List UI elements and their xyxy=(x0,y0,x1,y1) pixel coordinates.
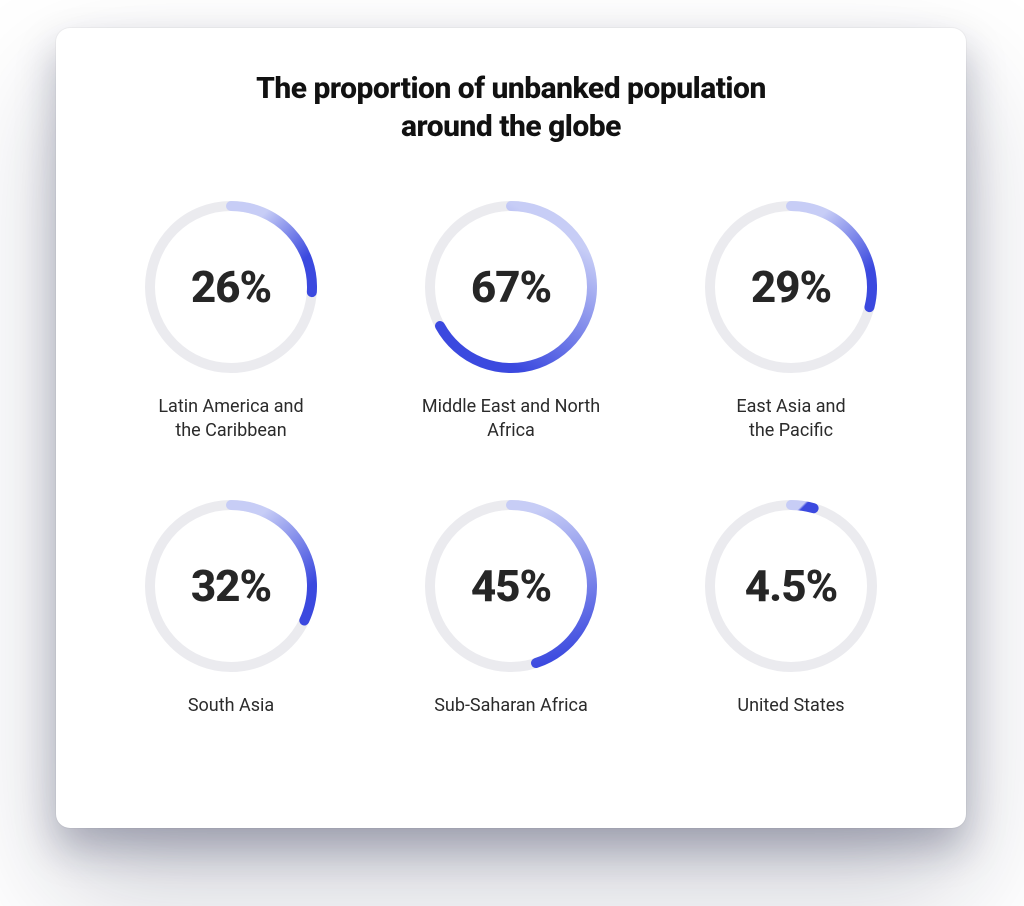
metric-label: East Asia and the Pacific xyxy=(736,395,845,444)
metric-item: 32% South Asia xyxy=(145,500,317,718)
metric-item: 4.5% United States xyxy=(705,500,877,718)
metric-item: 67% Middle East and North Africa xyxy=(422,201,600,444)
chart-title: The proportion of unbanked population ar… xyxy=(96,70,926,145)
progress-ring: 32% xyxy=(145,500,317,672)
metric-label: South Asia xyxy=(188,694,274,718)
metric-label: Latin America and the Caribbean xyxy=(158,395,303,444)
progress-ring: 67% xyxy=(425,201,597,373)
progress-ring: 45% xyxy=(425,500,597,672)
metric-label: Middle East and North Africa xyxy=(422,395,600,444)
metric-item: 45% Sub-Saharan Africa xyxy=(425,500,597,718)
metric-label: United States xyxy=(737,694,844,718)
metric-value: 29% xyxy=(705,201,877,373)
metric-value: 45% xyxy=(425,500,597,672)
metric-label: Sub-Saharan Africa xyxy=(434,694,588,718)
metric-item: 26% Latin America and the Caribbean xyxy=(145,201,317,444)
metric-value: 32% xyxy=(145,500,317,672)
progress-ring: 26% xyxy=(145,201,317,373)
progress-ring: 4.5% xyxy=(705,500,877,672)
metric-item: 29% East Asia and the Pacific xyxy=(705,201,877,444)
metric-value: 67% xyxy=(425,201,597,373)
stage: The proportion of unbanked population ar… xyxy=(0,0,1024,906)
progress-ring: 29% xyxy=(705,201,877,373)
metric-value: 26% xyxy=(145,201,317,373)
metrics-grid: 26% Latin America and the Caribbean 67% Mid… xyxy=(96,201,926,718)
card: The proportion of unbanked population ar… xyxy=(56,28,966,828)
metric-value: 4.5% xyxy=(705,500,877,672)
